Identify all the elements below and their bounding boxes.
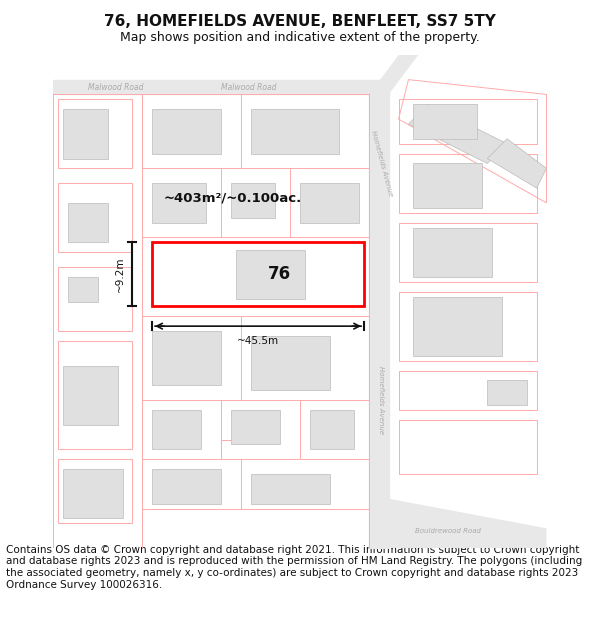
- Bar: [68, 277, 98, 301]
- Text: ~9.2m: ~9.2m: [115, 257, 125, 292]
- Text: 76: 76: [268, 266, 291, 283]
- Bar: [64, 469, 122, 518]
- Bar: [251, 109, 340, 154]
- Bar: [413, 228, 492, 277]
- Bar: [398, 371, 536, 410]
- Bar: [398, 292, 536, 361]
- Bar: [251, 336, 329, 390]
- Text: Contains OS data © Crown copyright and database right 2021. This information is : Contains OS data © Crown copyright and d…: [6, 545, 582, 589]
- Text: Homefields Avenue: Homefields Avenue: [370, 130, 393, 197]
- Bar: [310, 410, 354, 449]
- Text: Homefields Avenue: Homefields Avenue: [379, 366, 385, 434]
- Bar: [58, 267, 133, 331]
- Text: Bouldrewood Road: Bouldrewood Road: [415, 528, 481, 534]
- Bar: [300, 183, 359, 222]
- Bar: [413, 297, 502, 356]
- Bar: [231, 410, 280, 444]
- Text: ~403m²/~0.100ac.: ~403m²/~0.100ac.: [164, 191, 302, 204]
- Bar: [152, 410, 202, 449]
- Bar: [413, 164, 482, 208]
- Bar: [68, 203, 108, 242]
- Text: ~45.5m: ~45.5m: [237, 336, 279, 346]
- Text: Malwood Road: Malwood Road: [221, 82, 277, 91]
- Polygon shape: [369, 499, 547, 548]
- Bar: [152, 331, 221, 385]
- Bar: [58, 99, 133, 168]
- Bar: [152, 469, 221, 504]
- Bar: [398, 222, 536, 282]
- Text: 76, HOMEFIELDS AVENUE, BENFLEET, SS7 5TY: 76, HOMEFIELDS AVENUE, BENFLEET, SS7 5TY: [104, 14, 496, 29]
- Bar: [231, 183, 275, 218]
- Text: Malwood Road: Malwood Road: [88, 82, 143, 91]
- Text: Map shows position and indicative extent of the property.: Map shows position and indicative extent…: [120, 31, 480, 44]
- Bar: [152, 183, 206, 222]
- Bar: [58, 341, 133, 449]
- Bar: [64, 366, 118, 425]
- Bar: [398, 99, 536, 144]
- Polygon shape: [487, 139, 547, 188]
- Bar: [251, 474, 329, 504]
- Bar: [152, 242, 364, 306]
- Bar: [64, 109, 108, 159]
- Polygon shape: [369, 55, 418, 94]
- Bar: [58, 183, 133, 253]
- Bar: [398, 420, 536, 474]
- Polygon shape: [409, 104, 507, 164]
- Bar: [236, 250, 305, 299]
- Bar: [487, 381, 527, 405]
- Bar: [398, 154, 536, 212]
- Bar: [152, 109, 221, 154]
- Bar: [58, 459, 133, 523]
- Bar: [413, 104, 478, 139]
- Bar: [251, 257, 329, 306]
